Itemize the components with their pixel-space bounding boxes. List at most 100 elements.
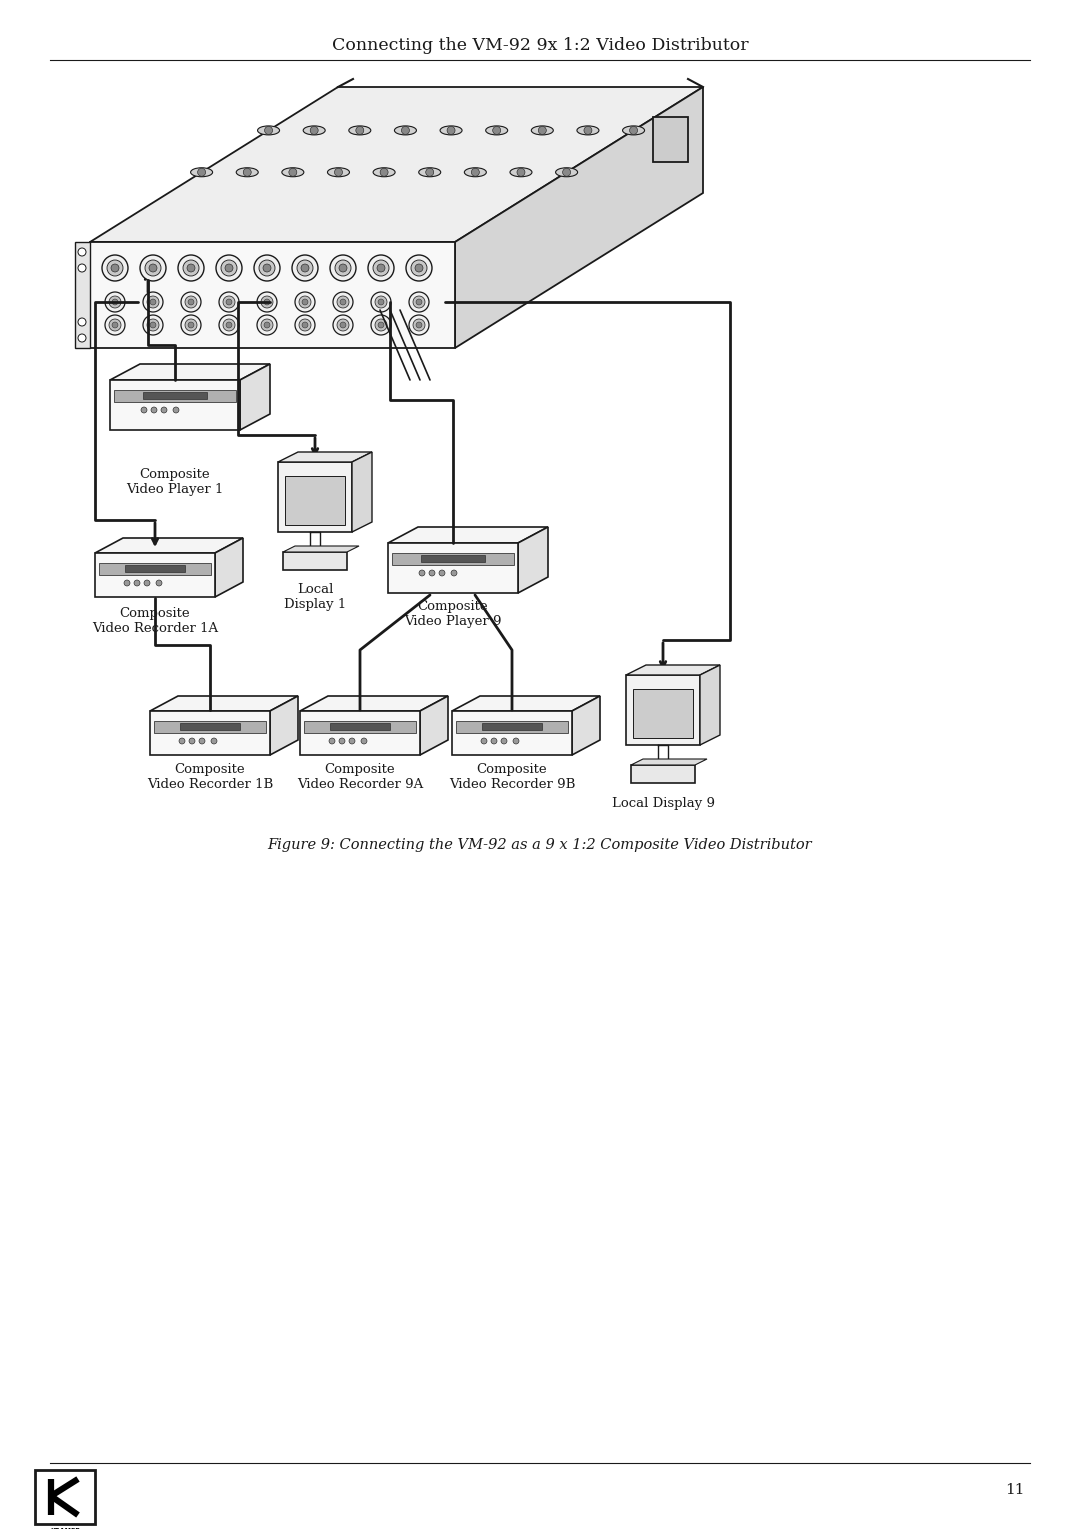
Circle shape: [173, 407, 179, 413]
Polygon shape: [75, 242, 90, 349]
Circle shape: [372, 292, 391, 312]
Circle shape: [265, 127, 272, 135]
Ellipse shape: [257, 125, 280, 135]
Circle shape: [147, 320, 159, 330]
Circle shape: [181, 315, 201, 335]
Ellipse shape: [555, 168, 578, 177]
Circle shape: [264, 265, 271, 272]
Circle shape: [261, 297, 273, 307]
Polygon shape: [283, 552, 347, 570]
Circle shape: [221, 260, 237, 277]
Circle shape: [361, 739, 367, 745]
Polygon shape: [114, 390, 237, 402]
Polygon shape: [95, 538, 243, 553]
Circle shape: [189, 739, 195, 745]
Polygon shape: [300, 711, 420, 755]
Circle shape: [481, 739, 487, 745]
Circle shape: [181, 292, 201, 312]
Polygon shape: [482, 723, 542, 729]
Circle shape: [349, 739, 355, 745]
Circle shape: [630, 127, 637, 135]
Circle shape: [150, 300, 156, 304]
Circle shape: [222, 320, 235, 330]
Circle shape: [219, 315, 239, 335]
Polygon shape: [278, 462, 352, 532]
Polygon shape: [125, 566, 185, 572]
Circle shape: [406, 255, 432, 281]
Circle shape: [78, 248, 86, 255]
Circle shape: [188, 323, 194, 329]
Polygon shape: [330, 723, 390, 729]
Circle shape: [377, 265, 384, 272]
Circle shape: [226, 323, 232, 329]
Circle shape: [333, 315, 353, 335]
Circle shape: [188, 300, 194, 304]
Circle shape: [109, 297, 121, 307]
Circle shape: [301, 265, 309, 272]
Circle shape: [340, 300, 346, 304]
Ellipse shape: [419, 168, 441, 177]
Ellipse shape: [577, 125, 599, 135]
Polygon shape: [352, 453, 372, 532]
Polygon shape: [143, 391, 207, 399]
Circle shape: [149, 265, 157, 272]
Polygon shape: [388, 543, 518, 593]
Ellipse shape: [190, 168, 213, 177]
Circle shape: [416, 300, 422, 304]
Polygon shape: [270, 696, 298, 755]
Circle shape: [216, 255, 242, 281]
Polygon shape: [95, 553, 215, 596]
Circle shape: [302, 300, 308, 304]
Circle shape: [375, 320, 387, 330]
Circle shape: [295, 315, 315, 335]
Polygon shape: [518, 528, 548, 593]
Circle shape: [185, 320, 197, 330]
Text: Composite
Video Recorder 9A: Composite Video Recorder 9A: [297, 763, 423, 790]
Circle shape: [107, 260, 123, 277]
Text: Composite
Video Recorder 1A: Composite Video Recorder 1A: [92, 607, 218, 635]
Circle shape: [517, 168, 525, 176]
Circle shape: [199, 739, 205, 745]
Circle shape: [143, 292, 163, 312]
Polygon shape: [653, 118, 688, 162]
Circle shape: [372, 315, 391, 335]
Polygon shape: [110, 381, 240, 430]
Text: Local
Display 1: Local Display 1: [284, 583, 346, 612]
Ellipse shape: [464, 168, 486, 177]
Text: Connecting the VM-92 9x 1:2 Video Distributor: Connecting the VM-92 9x 1:2 Video Distri…: [332, 38, 748, 55]
Circle shape: [299, 320, 311, 330]
Ellipse shape: [622, 125, 645, 135]
Text: Composite
Video Player 9: Composite Video Player 9: [404, 599, 502, 628]
Circle shape: [187, 265, 195, 272]
Circle shape: [438, 570, 445, 576]
Circle shape: [492, 127, 501, 135]
Circle shape: [333, 292, 353, 312]
Circle shape: [78, 318, 86, 326]
Circle shape: [335, 260, 351, 277]
Circle shape: [288, 168, 297, 176]
Circle shape: [222, 297, 235, 307]
Polygon shape: [455, 87, 703, 349]
Circle shape: [147, 297, 159, 307]
Circle shape: [143, 315, 163, 335]
Polygon shape: [150, 711, 270, 755]
Circle shape: [185, 297, 197, 307]
Circle shape: [402, 127, 409, 135]
Circle shape: [429, 570, 435, 576]
Polygon shape: [99, 563, 211, 575]
Circle shape: [183, 260, 199, 277]
Text: Local Display 9: Local Display 9: [611, 797, 715, 810]
Text: Composite
Video Recorder 1B: Composite Video Recorder 1B: [147, 763, 273, 790]
Polygon shape: [631, 758, 707, 764]
Polygon shape: [110, 364, 270, 381]
Polygon shape: [154, 722, 266, 732]
FancyBboxPatch shape: [35, 1469, 95, 1524]
Polygon shape: [453, 711, 572, 755]
Circle shape: [102, 255, 129, 281]
Polygon shape: [633, 690, 693, 739]
Polygon shape: [421, 555, 485, 563]
Circle shape: [337, 297, 349, 307]
Polygon shape: [285, 476, 345, 524]
Circle shape: [411, 260, 427, 277]
Circle shape: [299, 297, 311, 307]
